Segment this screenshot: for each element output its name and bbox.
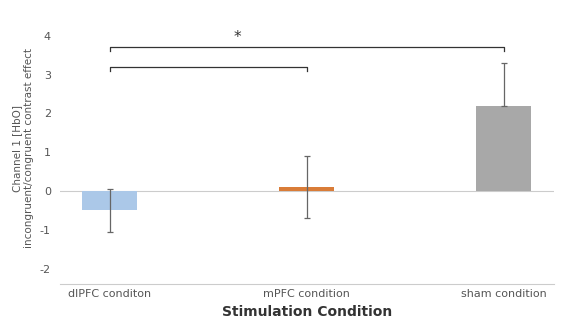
X-axis label: Stimulation Condition: Stimulation Condition	[221, 305, 392, 318]
Bar	[82, 191, 138, 211]
Bar	[279, 187, 334, 191]
Text: *: *	[234, 30, 242, 45]
Bar	[476, 106, 531, 191]
Y-axis label: Channel 1 [HbO]
incongruent/congruent contrast effect: Channel 1 [HbO] incongruent/congruent co…	[12, 48, 34, 248]
